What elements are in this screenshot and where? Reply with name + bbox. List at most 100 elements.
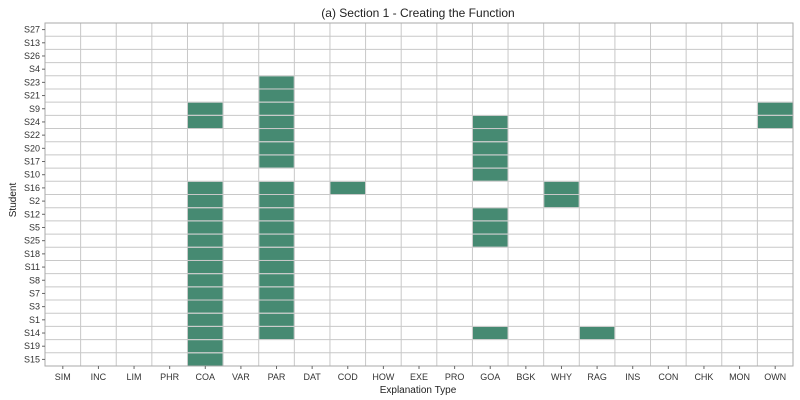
x-tick-label: CON — [658, 372, 678, 382]
x-tick-label: GOA — [480, 372, 500, 382]
heatmap-cell-S5-COA — [187, 221, 223, 234]
heatmap-cell-S25-COA — [187, 234, 223, 247]
heatmap-cell-S23-PAR — [259, 76, 294, 89]
y-tick-label: S5 — [29, 222, 40, 232]
y-tick-label: S23 — [24, 77, 40, 87]
heatmap-cell-S24-OWN — [757, 115, 793, 129]
heatmap-cell-S20-PAR — [259, 142, 294, 155]
heatmap-cell-S21-PAR — [259, 89, 294, 102]
x-axis-ticks: SIM INC LIM PHR COA VAR PAR DAT COD HOW EXE PRO GOA B… — [55, 366, 786, 382]
y-tick-label: S19 — [24, 341, 40, 351]
y-tick-label: S8 — [29, 275, 40, 285]
heatmap-cell-S14-COA — [187, 326, 223, 340]
heatmap-cell-S9-COA — [187, 102, 223, 115]
y-tick-label: S20 — [24, 143, 40, 153]
y-tick-label: S14 — [24, 328, 40, 338]
heatmap-cell-S1-COA — [187, 313, 223, 326]
x-tick-label: PHR — [160, 372, 180, 382]
heatmap-cell-S25-GOA — [472, 234, 508, 247]
x-axis-label: Explanation Type — [380, 385, 457, 396]
heatmap-cell-S17-GOA — [472, 155, 508, 168]
y-tick-label: S3 — [29, 302, 40, 312]
y-axis-ticks: S27 S13 S26 S4 S23 S21 S9 S24 S22 S20 S17 S10 S16 S2 S… — [24, 25, 45, 364]
heatmap-cell-S8-PAR — [259, 274, 294, 287]
x-tick-label: VAR — [232, 372, 250, 382]
heatmap-cell-S18-COA — [187, 247, 223, 260]
heatmap-cell-S7-PAR — [259, 287, 294, 300]
heatmap-cell-S11-COA — [187, 260, 223, 274]
x-tick-label: PRO — [445, 372, 465, 382]
heatmap-cell-S5-PAR — [259, 221, 294, 234]
heatmap-cell-S15-COA — [187, 353, 223, 366]
y-tick-label: S25 — [24, 236, 40, 246]
heatmap-cell-S16-PAR — [259, 181, 294, 194]
x-tick-label: COA — [196, 372, 216, 382]
y-tick-label: S2 — [29, 196, 40, 206]
y-tick-label: S22 — [24, 130, 40, 140]
y-tick-label: S13 — [24, 38, 40, 48]
heatmap-cell-S18-PAR — [259, 247, 294, 260]
heatmap-cell-S11-PAR — [259, 260, 294, 274]
heatmap-cell-S16-COD — [330, 181, 366, 194]
heatmap-cell-S3-PAR — [259, 300, 294, 313]
heatmap-cell-S7-COA — [187, 287, 223, 300]
heatmap-cell-S2-WHY — [544, 195, 579, 208]
heatmap-cell-S24-COA — [187, 115, 223, 129]
heatmap-cell-S12-PAR — [259, 208, 294, 221]
heatmap-cells — [187, 76, 793, 366]
x-tick-label: OWN — [764, 372, 786, 382]
heatmap-cell-S20-GOA — [472, 142, 508, 155]
heatmap-cell-S9-PAR — [259, 102, 294, 115]
y-tick-label: S7 — [29, 288, 40, 298]
y-tick-label: S15 — [24, 354, 40, 364]
heatmap-cell-S9-OWN — [757, 102, 793, 115]
y-tick-label: S27 — [24, 25, 40, 35]
x-tick-label: CHK — [694, 372, 713, 382]
heatmap-cell-S24-PAR — [259, 115, 294, 129]
heatmap-cell-S16-WHY — [544, 181, 579, 194]
heatmap-cell-S22-PAR — [259, 129, 294, 142]
heatmap-cell-S1-PAR — [259, 313, 294, 326]
heatmap-cell-S14-RAG — [579, 326, 615, 340]
heatmap-cell-S24-GOA — [472, 115, 508, 129]
y-tick-label: S11 — [25, 262, 40, 272]
y-axis-label: Student — [8, 183, 19, 218]
y-tick-label: S1 — [29, 315, 40, 325]
x-tick-label: DAT — [303, 372, 321, 382]
y-tick-label: S18 — [24, 249, 40, 259]
heatmap-cell-S10-GOA — [472, 168, 508, 181]
x-tick-label: MON — [729, 372, 750, 382]
heatmap-cell-S14-GOA — [472, 326, 508, 340]
heatmap-cell-S19-COA — [187, 340, 223, 353]
y-tick-label: S16 — [24, 183, 40, 193]
x-tick-label: LIM — [127, 372, 142, 382]
y-tick-label: S4 — [29, 64, 40, 74]
grid-lines — [44, 22, 794, 367]
heatmap-cell-S3-COA — [187, 300, 223, 313]
x-tick-label: EXE — [410, 372, 428, 382]
y-tick-label: S12 — [24, 209, 40, 219]
x-tick-label: PAR — [268, 372, 286, 382]
y-tick-label: S9 — [29, 104, 40, 114]
heatmap-cell-S12-GOA — [472, 208, 508, 221]
heatmap-cell-S16-COA — [187, 181, 223, 194]
heatmap-cell-S14-PAR — [259, 326, 294, 340]
y-tick-label: S17 — [24, 157, 40, 167]
y-tick-label: S21 — [24, 91, 40, 101]
heatmap-cell-S2-COA — [187, 195, 223, 208]
x-tick-label: WHY — [551, 372, 572, 382]
x-tick-label: INS — [625, 372, 640, 382]
heatmap-cell-S2-PAR — [259, 195, 294, 208]
x-tick-label: HOW — [372, 372, 395, 382]
heatmap-cell-S12-COA — [187, 208, 223, 221]
x-tick-label: INC — [91, 372, 107, 382]
y-tick-label: S10 — [24, 170, 40, 180]
x-tick-label: COD — [338, 372, 359, 382]
y-tick-label: S24 — [24, 117, 40, 127]
heatmap-cell-S25-PAR — [259, 234, 294, 247]
heatmap-cell-S5-GOA — [472, 221, 508, 234]
x-tick-label: RAG — [587, 372, 607, 382]
x-tick-label: BGK — [516, 372, 535, 382]
heatmap-cell-S17-PAR — [259, 155, 294, 168]
